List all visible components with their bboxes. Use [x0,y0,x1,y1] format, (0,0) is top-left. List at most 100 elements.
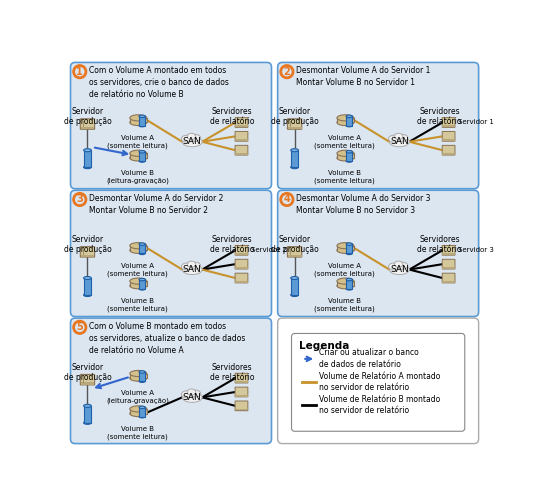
Text: SAN: SAN [183,137,202,146]
FancyBboxPatch shape [235,260,248,269]
Ellipse shape [291,294,299,297]
Ellipse shape [139,380,145,382]
Ellipse shape [130,406,147,412]
Bar [139,407,145,417]
Bar [83,406,91,423]
Text: Desmontar Volume A do Servidor 1
Montar Volume B no Servidor 1: Desmontar Volume A do Servidor 1 Montar … [296,66,431,87]
Bar [235,153,248,155]
Ellipse shape [130,115,147,121]
Text: Servidor 1: Servidor 1 [458,120,494,125]
Ellipse shape [389,137,409,147]
FancyBboxPatch shape [80,119,95,129]
Ellipse shape [337,115,354,121]
Bar [288,127,302,129]
Text: Servidores
de relatório: Servidores de relatório [417,235,462,255]
FancyBboxPatch shape [235,387,248,397]
Bar [139,116,145,126]
Text: Servidor 3: Servidor 3 [458,247,494,254]
Text: Servidores
de relatório: Servidores de relatório [210,107,255,126]
Ellipse shape [83,404,91,407]
FancyBboxPatch shape [80,374,95,385]
Text: Com o Volume B montado em todos
os servidores, atualize o banco de dados
de rela: Com o Volume B montado em todos os servi… [89,322,246,355]
Text: 4: 4 [284,194,291,204]
Bar [337,245,354,250]
FancyBboxPatch shape [71,63,271,189]
Text: Servidores
de relatório: Servidores de relatório [417,107,462,126]
Ellipse shape [388,135,399,142]
Ellipse shape [139,124,145,127]
Ellipse shape [190,390,201,397]
Ellipse shape [291,277,299,280]
Bar [235,381,248,383]
Ellipse shape [397,134,408,141]
Bar [130,281,147,286]
Text: Desmontar Volume A do Servidor 3
Montar Volume B no Servidor 3: Desmontar Volume A do Servidor 3 Montar … [296,194,431,215]
Ellipse shape [182,265,202,275]
Ellipse shape [139,243,145,245]
Text: SAN: SAN [390,137,409,146]
Bar [235,253,248,255]
Bar [139,372,145,381]
Ellipse shape [130,247,147,254]
FancyBboxPatch shape [235,131,248,141]
Ellipse shape [181,135,192,142]
FancyBboxPatch shape [235,145,248,155]
Ellipse shape [130,119,147,126]
Bar [235,395,248,397]
FancyBboxPatch shape [235,273,248,283]
Bar [337,153,354,158]
Bar [235,408,248,410]
Ellipse shape [139,150,145,153]
Text: SAN: SAN [183,393,202,402]
Text: SAN: SAN [183,265,202,274]
Bar [81,127,94,129]
Ellipse shape [181,391,192,398]
Text: Volume A
(leitura-gravação): Volume A (leitura-gravação) [106,390,169,404]
FancyBboxPatch shape [278,63,479,189]
Text: Volume A
(somente leitura): Volume A (somente leitura) [107,263,168,277]
Bar [130,153,147,158]
Ellipse shape [337,150,354,156]
Ellipse shape [130,375,147,381]
Text: Servidor
de produção: Servidor de produção [64,107,111,126]
Ellipse shape [182,137,202,147]
FancyBboxPatch shape [442,260,455,269]
Text: Legenda: Legenda [299,341,349,351]
Ellipse shape [394,261,403,267]
Bar [235,139,248,141]
Ellipse shape [130,370,147,377]
Ellipse shape [187,133,196,139]
Ellipse shape [346,160,353,162]
FancyBboxPatch shape [235,118,248,127]
Ellipse shape [130,155,147,161]
Ellipse shape [83,166,91,169]
Bar [83,278,91,295]
Bar [442,125,455,127]
Bar [130,118,147,122]
FancyBboxPatch shape [71,318,271,443]
Text: Com o Volume A montado em todos
os servidores, crie o banco de dados
de relatóri: Com o Volume A montado em todos os servi… [89,66,229,99]
Bar [442,281,455,283]
Bar [130,409,147,413]
Ellipse shape [139,160,145,162]
Ellipse shape [337,155,354,161]
Bar [346,116,353,126]
Text: Servidor
de produção: Servidor de produção [64,235,111,255]
Text: Volume B
(somente leitura): Volume B (somente leitura) [107,298,168,312]
Bar [139,280,145,289]
Ellipse shape [337,283,354,289]
Ellipse shape [83,149,91,152]
Ellipse shape [139,288,145,290]
Bar [442,153,455,155]
Bar [442,253,455,255]
Text: Servidor
de produção: Servidor de produção [271,107,318,126]
Bar [139,244,145,254]
FancyBboxPatch shape [442,118,455,127]
Ellipse shape [139,406,145,409]
Bar [235,125,248,127]
Ellipse shape [83,294,91,297]
Text: Desmontar Volume A do Servidor 2
Montar Volume B no Servidor 2: Desmontar Volume A do Servidor 2 Montar … [89,194,224,215]
Bar [235,267,248,269]
Bar [81,382,94,385]
Text: Servidor
de produção: Servidor de produção [64,363,111,382]
